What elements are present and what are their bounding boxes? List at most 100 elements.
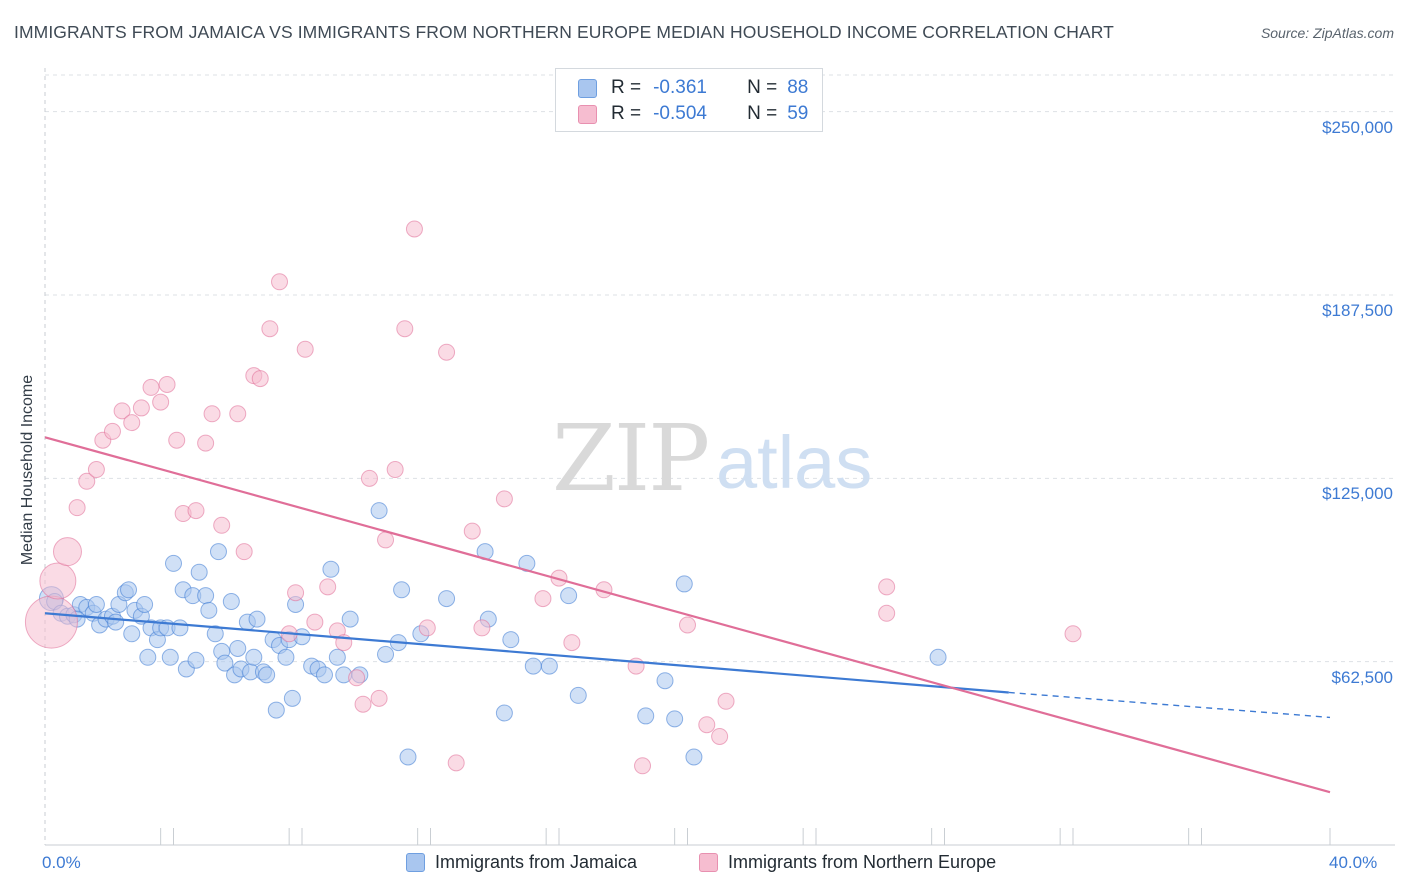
trend-line-jamaica-extension [1008,691,1331,719]
data-point [103,422,121,440]
data-point [386,461,404,479]
data-point [666,710,684,728]
legend-r-value: -0.361 [653,77,707,98]
data-point [569,686,587,704]
y-axis-label: Median Household Income [19,374,36,566]
data-point [685,748,703,766]
data-point [377,531,395,549]
data-point [1064,625,1082,643]
data-point [370,502,388,520]
data-point [495,490,513,508]
trend-lines [44,436,1331,794]
data-point [502,631,520,649]
data-point [267,701,285,719]
data-point [216,654,234,672]
legend-n-label: N = [747,103,778,124]
axes [44,68,1395,846]
data-point [717,692,735,710]
data-point [438,590,456,608]
data-point [328,648,346,666]
y-tick-label: $125,000 [1322,484,1393,504]
legend-row-jamaica: R = -0.361 N = 88 [578,76,808,100]
data-point [187,502,205,520]
data-point [197,434,215,452]
data-point [438,343,456,361]
watermark: ZIP atlas [552,405,872,512]
data-point [563,634,581,652]
data-point [306,613,324,631]
data-point [132,399,150,417]
data-point [161,648,179,666]
correlation-legend: R = -0.361 N = 88 R = -0.504 N = 59 [555,68,823,132]
data-point [634,757,652,775]
data-point [87,595,105,613]
bottom-legend-jamaica: Immigrants from Jamaica [406,852,637,873]
data-point [296,340,314,358]
y-tick-label: $250,000 [1322,117,1393,137]
data-point [235,543,253,561]
series-northern-europe-points [24,220,1082,775]
data-point [271,273,289,291]
chart-title: IMMIGRANTS FROM JAMAICA VS IMMIGRANTS FR… [14,22,1114,42]
data-point [251,370,269,388]
y-tick-label: $187,500 [1322,301,1393,320]
data-point [87,461,105,479]
data-point [213,516,231,534]
data-point [656,672,674,690]
data-point [142,378,160,396]
bottom-legend-label-jamaica: Immigrants from Jamaica [435,852,638,872]
legend-n-value: 59 [787,103,809,124]
data-point [136,595,154,613]
data-point [229,405,247,423]
data-point [113,402,131,420]
data-point [120,581,138,599]
data-point [370,689,388,707]
data-point [348,669,366,687]
data-point [190,563,208,581]
bottom-legend-label-northern-europe: Immigrants from Northern Europe [728,852,997,872]
source-label: Source: ZipAtlas.com [1260,25,1394,41]
data-point [78,472,96,490]
data-point [393,581,411,599]
data-point [315,666,333,684]
data-point [711,727,729,745]
legend-n-label: N = [747,77,778,98]
x-tick-label-max: 40.0% [1329,853,1378,872]
data-point [222,593,240,611]
data-point [354,695,372,713]
watermark-zip: ZIP [552,405,708,512]
data-point [107,613,125,631]
data-point [534,590,552,608]
data-point [209,543,227,561]
data-point [52,537,82,567]
data-point [123,414,141,432]
legend-r-label: R = [611,77,642,98]
series-jamaica-points [38,502,947,766]
data-point [158,375,176,393]
legend-r-value: -0.504 [653,103,707,124]
watermark-atlas: atlas [716,421,872,504]
legend-swatch-jamaica [578,78,597,98]
data-point [152,393,170,411]
bottom-legend-swatch-northern-europe [699,853,718,872]
data-point [473,619,491,637]
data-point [229,639,247,657]
data-point [248,610,266,628]
legend-row-northern-europe: R = -0.504 N = 59 [578,102,808,126]
data-point [39,562,77,600]
data-point [463,522,481,540]
data-point [341,610,359,628]
data-point [319,578,337,596]
data-point [283,689,301,707]
data-point [540,657,558,675]
data-point [418,619,436,637]
data-point [277,648,295,666]
trend-line-jamaica [44,612,1009,694]
data-point [495,704,513,722]
data-point [203,405,221,423]
data-point [287,584,305,602]
data-point [447,754,465,772]
y-tick-label: $62,500 [1331,667,1393,687]
data-point [322,560,340,578]
data-point [168,431,186,449]
